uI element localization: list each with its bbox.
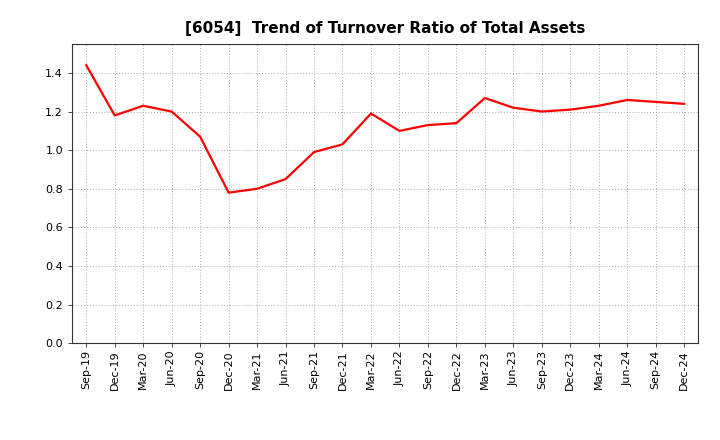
Title: [6054]  Trend of Turnover Ratio of Total Assets: [6054] Trend of Turnover Ratio of Total … — [185, 21, 585, 36]
